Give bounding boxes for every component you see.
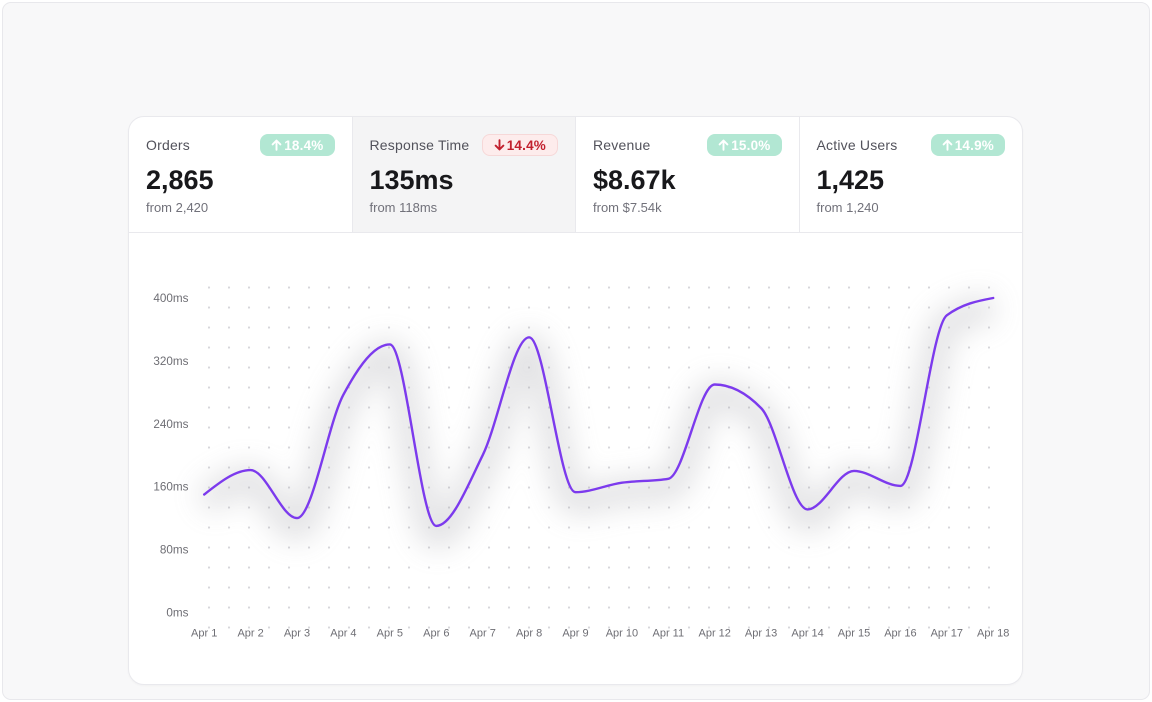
svg-text:Apr 10: Apr 10 [606,627,638,639]
svg-text:Apr 15: Apr 15 [838,627,870,639]
svg-text:Apr 16: Apr 16 [884,627,916,639]
svg-text:160ms: 160ms [153,481,188,494]
svg-text:320ms: 320ms [153,355,188,368]
svg-text:Apr 18: Apr 18 [977,627,1009,639]
svg-text:400ms: 400ms [153,292,188,305]
svg-text:Apr 17: Apr 17 [931,627,963,639]
svg-text:Apr 2: Apr 2 [237,627,263,639]
svg-text:Apr 14: Apr 14 [791,627,823,639]
svg-text:Apr 6: Apr 6 [423,627,449,639]
svg-text:Apr 11: Apr 11 [653,627,685,639]
svg-text:Apr 7: Apr 7 [470,627,496,639]
svg-text:Apr 8: Apr 8 [516,627,542,639]
svg-text:Apr 1: Apr 1 [191,627,217,639]
svg-text:Apr 12: Apr 12 [698,627,730,639]
svg-text:80ms: 80ms [160,544,189,557]
svg-text:Apr 5: Apr 5 [377,627,403,639]
svg-text:240ms: 240ms [153,418,188,431]
svg-text:Apr 9: Apr 9 [562,627,588,639]
svg-text:Apr 13: Apr 13 [745,627,777,639]
svg-text:Apr 4: Apr 4 [330,627,356,639]
svg-text:Apr 3: Apr 3 [284,627,310,639]
svg-text:0ms: 0ms [166,606,188,619]
